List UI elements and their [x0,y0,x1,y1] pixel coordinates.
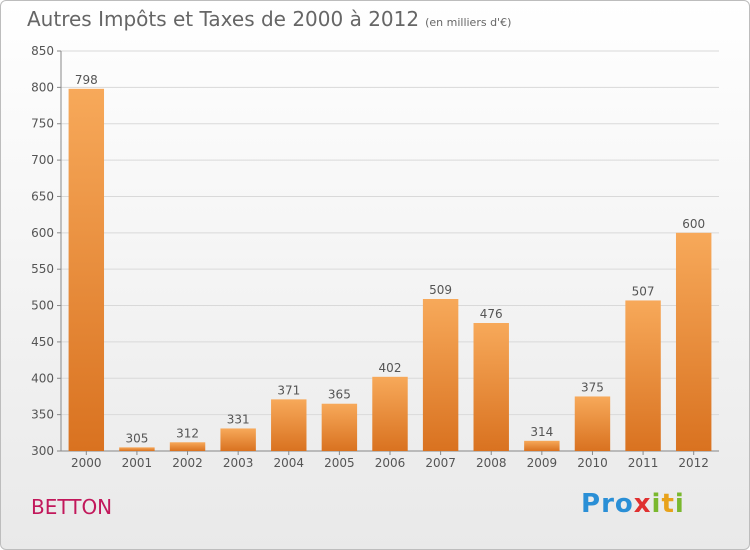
data-label: 371 [277,383,300,397]
data-label: 402 [379,361,402,375]
y-tick-label: 850 [31,44,54,58]
y-tick-label: 750 [31,117,54,131]
y-tick-label: 600 [31,226,54,240]
logo-letter: t [661,489,675,519]
logo-letter: i [674,489,685,519]
bar [473,323,509,451]
x-tick-label: 2003 [223,456,254,470]
logo-letter: r [601,489,615,519]
y-tick-label: 450 [31,335,54,349]
y-tick-label: 550 [31,262,54,276]
data-label: 375 [581,380,604,394]
y-tick-label: 400 [31,371,54,385]
bar [119,447,155,451]
city-name: BETTON [31,495,113,519]
data-label: 305 [125,431,148,445]
bar [169,442,206,451]
bar [321,403,358,451]
y-tick-label: 800 [31,80,54,94]
x-tick-label: 2000 [71,456,102,470]
x-tick-label: 2008 [476,456,507,470]
x-tick-label: 2004 [273,456,304,470]
y-tick-label: 350 [31,408,54,422]
y-tick-label: 650 [31,189,54,203]
chart-title-text: Autres Impôts et Taxes de 2000 à 2012 [27,7,420,31]
y-tick-label: 500 [31,299,54,313]
x-tick-label: 2009 [527,456,558,470]
data-label: 314 [530,425,553,439]
bar [524,440,560,451]
data-label: 600 [682,217,705,231]
bar [675,232,712,451]
chart-unit: (en milliers d'€) [425,16,512,29]
x-tick-label: 2002 [172,456,203,470]
data-label: 507 [632,284,655,298]
bar [220,428,256,451]
bar [625,300,661,451]
data-label: 798 [75,73,98,87]
x-tick-label: 2012 [678,456,709,470]
proxiti-logo: Proxiti [581,489,685,519]
data-label: 365 [328,388,351,402]
data-label: 476 [480,307,503,321]
data-label: 312 [176,426,199,440]
bar [271,399,307,451]
y-tick-label: 700 [31,153,54,167]
logo-letter: x [633,489,652,519]
bar [422,299,459,451]
x-tick-label: 2011 [628,456,659,470]
x-tick-label: 2010 [577,456,608,470]
x-tick-label: 2007 [425,456,456,470]
x-tick-label: 2005 [324,456,355,470]
logo-letter: i [651,489,662,519]
logo-letter: o [614,489,634,519]
logo-letter: P [581,489,602,519]
y-tick-label: 300 [31,444,54,458]
data-label: 509 [429,283,452,297]
data-label: 331 [227,412,250,426]
tick-labels: 300 350 400 450 500 550 600 650 700 750 800 850 2000… [31,44,709,470]
x-tick-label: 2006 [375,456,406,470]
chart-title: Autres Impôts et Taxes de 2000 à 2012 (en… [27,7,511,31]
data-labels: 798 305 312 331 371 365 402 509 476 314 375 507 600 [75,73,705,446]
bar [68,88,105,452]
bar [372,376,408,451]
x-tick-label: 2001 [122,456,153,470]
bars [68,88,712,452]
bar [574,396,611,451]
